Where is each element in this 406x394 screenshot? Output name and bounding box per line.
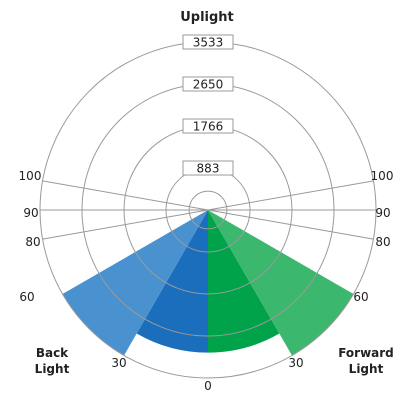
grid-spoke-80-forward (207, 209, 374, 240)
angle-label-60-1: 60 (353, 290, 368, 304)
angle-label-90-1: 90 (375, 206, 390, 220)
ring-label-box-1 (182, 118, 234, 134)
ring-label-3: 3533 (193, 36, 224, 50)
ring-label-box-3 (182, 34, 234, 50)
grid-spoke-100-back (42, 180, 209, 211)
angle-label-60-0: 60 (19, 290, 34, 304)
ring-label-box-0 (182, 160, 234, 176)
grid-spoke-100-forward (207, 180, 374, 211)
chart-title: Uplight (180, 10, 234, 25)
angle-label-30-1: 30 (288, 356, 303, 370)
forward-light-label-line1: Forward (338, 346, 394, 360)
angle-label-80-1: 80 (375, 235, 390, 249)
angle-label-90-0: 90 (23, 206, 38, 220)
wedge-forward-30-60 (208, 210, 354, 356)
wedge-layer (62, 210, 354, 356)
wedge-forward-0-30 (208, 210, 280, 353)
angle-label-0-0: 0 (204, 379, 212, 393)
ring-label-2: 2650 (193, 77, 224, 91)
back-light-label-line1: Back (36, 346, 69, 360)
ring-label-0: 883 (197, 162, 220, 176)
angle-label-100-0: 100 (19, 169, 42, 183)
angle-label-80-0: 80 (25, 235, 40, 249)
forward-light-label-line2: Light (349, 362, 384, 376)
wedge-back-0-30 (136, 210, 208, 353)
wedge-back-30-60 (62, 210, 208, 356)
grid-spoke-80-back (42, 209, 209, 240)
back-light-label-line2: Light (35, 362, 70, 376)
ring-label-box-2 (182, 76, 234, 92)
label-layer: 883 1766 2650 3533 0 30 30 60 60 80 80 90 90 100 100 (19, 34, 394, 393)
grid-layer (39, 41, 377, 379)
ring-label-1: 1766 (193, 120, 224, 134)
angle-label-30-0: 30 (111, 356, 126, 370)
angle-label-100-1: 100 (371, 169, 394, 183)
